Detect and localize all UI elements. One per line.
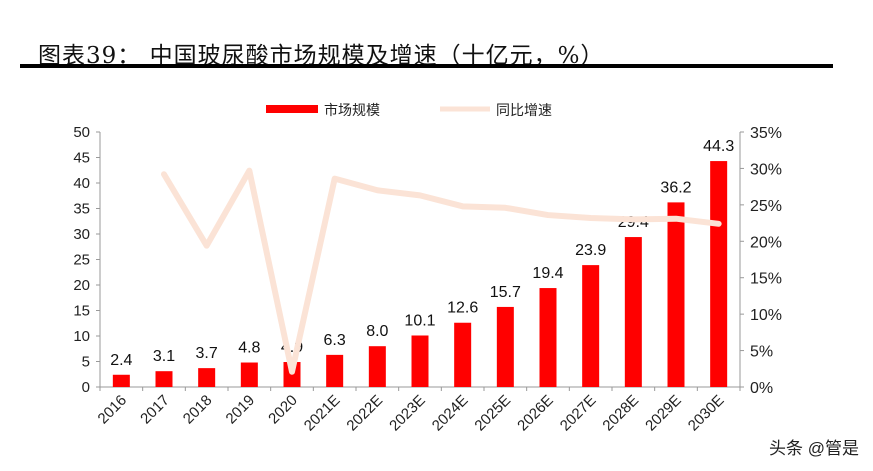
data-label: 2.4 xyxy=(110,352,132,369)
x-tick-label: 2026E xyxy=(514,392,557,435)
data-label: 19.4 xyxy=(532,265,563,282)
data-label: 36.2 xyxy=(660,179,691,196)
x-tick-label: 2019 xyxy=(223,392,259,428)
x-tick-label: 2016 xyxy=(95,392,131,428)
bar xyxy=(368,346,386,387)
data-label: 23.9 xyxy=(575,242,606,259)
legend-label-line: 同比增速 xyxy=(496,102,552,118)
bar xyxy=(240,362,258,387)
x-tick-label: 2018 xyxy=(180,392,216,428)
right-tick-label: 30% xyxy=(750,161,782,178)
bar xyxy=(710,161,728,387)
left-tick-label: 40 xyxy=(73,175,90,192)
x-tick-label: 2027E xyxy=(557,392,600,435)
left-tick-label: 15 xyxy=(73,303,90,320)
bar xyxy=(326,354,344,387)
x-tick-label: 2017 xyxy=(137,392,173,428)
left-tick-label: 30 xyxy=(73,226,90,243)
bar xyxy=(539,288,557,387)
legend-swatch-bar xyxy=(266,105,318,113)
left-tick-label: 10 xyxy=(73,328,90,345)
left-tick-label: 45 xyxy=(73,150,90,167)
x-tick-label: 2024E xyxy=(429,392,472,435)
right-tick-label: 15% xyxy=(750,271,782,288)
bar xyxy=(496,306,514,387)
data-label: 6.3 xyxy=(324,332,346,349)
right-tick-label: 0% xyxy=(750,380,773,397)
left-tick-label: 25 xyxy=(73,252,90,269)
left-tick-label: 50 xyxy=(73,124,90,141)
bar xyxy=(155,371,173,387)
x-tick-label: 2020 xyxy=(265,392,301,428)
x-tick-label: 2030E xyxy=(685,392,728,435)
right-tick-label: 5% xyxy=(750,344,773,361)
legend-label-bar: 市场规模 xyxy=(324,102,380,118)
data-label: 15.7 xyxy=(490,284,521,301)
growth-line xyxy=(161,167,722,375)
bar xyxy=(624,237,642,387)
bar xyxy=(667,202,685,387)
watermark: 头条 @管是 xyxy=(769,439,859,458)
left-tick-label: 35 xyxy=(73,201,90,218)
left-tick-label: 0 xyxy=(82,379,90,396)
x-tick-label: 2029E xyxy=(642,392,685,435)
bar xyxy=(582,265,600,387)
x-tick-label: 2025E xyxy=(471,392,514,435)
right-tick-label: 25% xyxy=(750,198,782,215)
bar xyxy=(454,322,472,387)
bar xyxy=(411,335,429,387)
x-tick-label: 2021E xyxy=(301,392,344,435)
data-label: 12.6 xyxy=(447,300,478,317)
data-label: 10.1 xyxy=(404,312,435,329)
x-tick-label: 2022E xyxy=(343,392,386,435)
title-rule xyxy=(20,64,833,68)
right-tick-label: 10% xyxy=(750,307,782,324)
right-tick-label: 35% xyxy=(750,125,782,142)
data-label: 4.8 xyxy=(238,340,260,357)
data-label: 3.7 xyxy=(196,345,218,362)
data-label: 44.3 xyxy=(703,138,734,155)
x-tick-label: 2028E xyxy=(599,392,642,435)
bar xyxy=(198,368,216,387)
data-label: 8.0 xyxy=(366,323,388,340)
data-label: 3.1 xyxy=(153,348,175,365)
right-tick-label: 20% xyxy=(750,234,782,251)
x-tick-label: 2023E xyxy=(386,392,429,435)
left-tick-label: 5 xyxy=(82,354,90,371)
bar xyxy=(112,374,130,387)
left-tick-label: 20 xyxy=(73,277,90,294)
